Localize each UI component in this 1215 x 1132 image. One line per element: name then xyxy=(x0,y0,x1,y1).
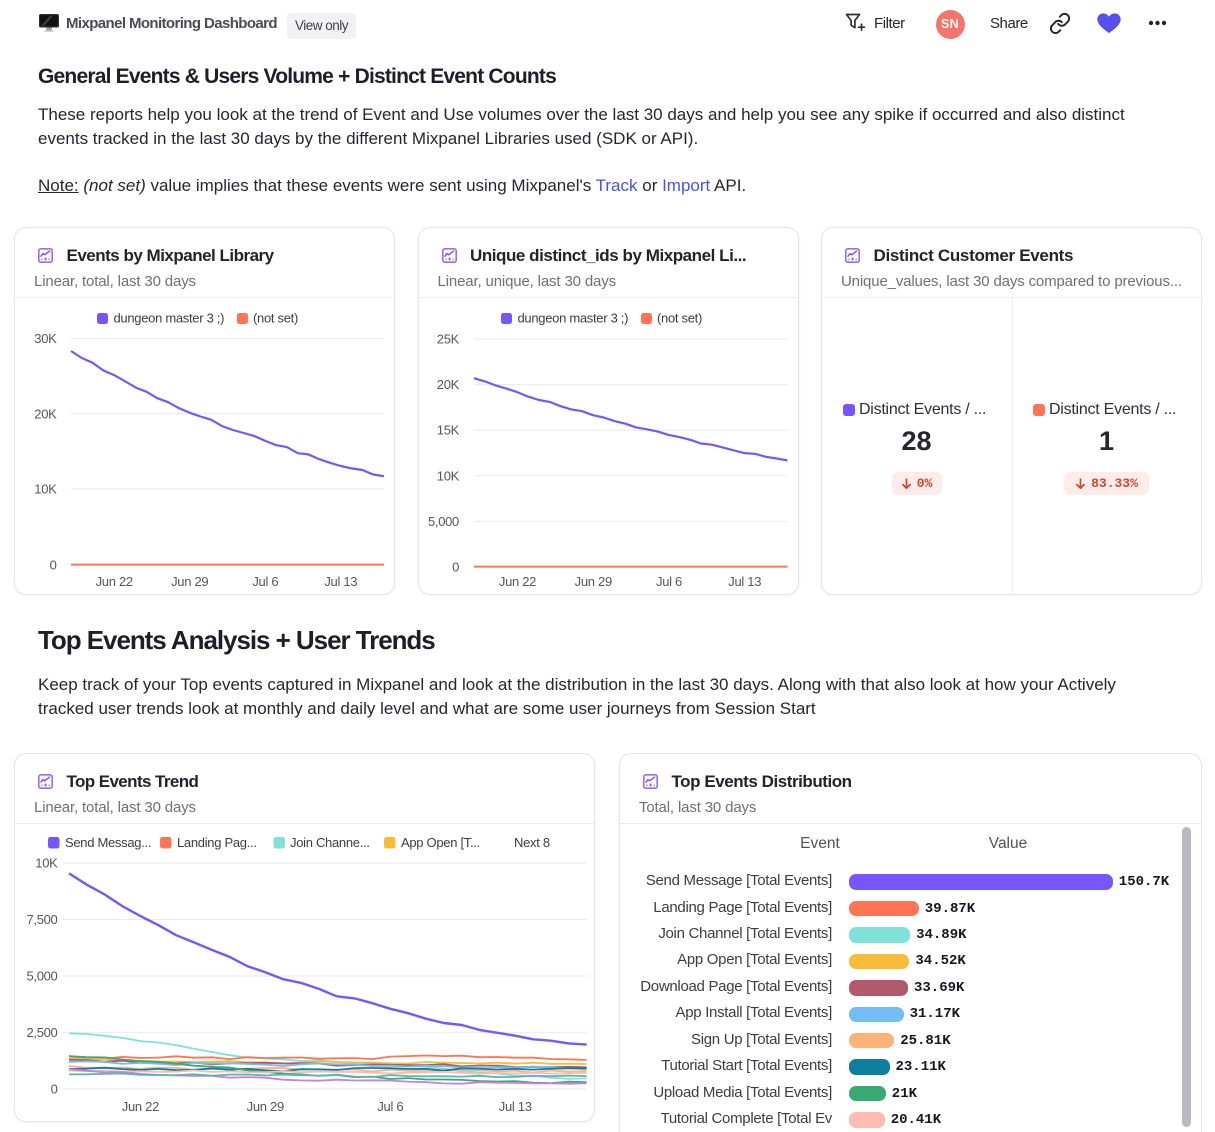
svg-text:Jun 29: Jun 29 xyxy=(574,574,611,589)
svg-text:10K: 10K xyxy=(436,468,459,483)
svg-text:Landing Pag...: Landing Pag... xyxy=(177,835,257,850)
svg-text:Jul 13: Jul 13 xyxy=(499,1099,532,1114)
svg-text:30K: 30K xyxy=(34,331,57,346)
svg-text:25K: 25K xyxy=(436,332,459,347)
svg-text:5,000: 5,000 xyxy=(427,514,458,529)
svg-text:Jun 22: Jun 22 xyxy=(96,574,133,589)
svg-text:2,500: 2,500 xyxy=(26,1025,57,1040)
svg-text:0: 0 xyxy=(51,1082,58,1097)
svg-text:5,000: 5,000 xyxy=(26,969,57,984)
svg-text:(not set): (not set) xyxy=(253,311,298,326)
svg-text:Jun 29: Jun 29 xyxy=(171,574,208,589)
svg-text:15K: 15K xyxy=(436,423,459,438)
svg-text:dungeon master 3 ;): dungeon master 3 ;) xyxy=(517,311,628,326)
svg-text:Send Messag...: Send Messag... xyxy=(65,835,151,850)
svg-text:10K: 10K xyxy=(35,856,58,871)
svg-text:Jul 6: Jul 6 xyxy=(377,1099,403,1114)
svg-text:(not set): (not set) xyxy=(657,311,702,326)
svg-text:Jun 22: Jun 22 xyxy=(122,1099,159,1114)
svg-text:7,500: 7,500 xyxy=(26,912,57,927)
svg-text:0: 0 xyxy=(50,557,57,572)
svg-text:10K: 10K xyxy=(34,481,57,496)
svg-text:20K: 20K xyxy=(34,406,57,421)
svg-text:Join Channe...: Join Channe... xyxy=(290,835,370,850)
svg-text:Jul 6: Jul 6 xyxy=(656,574,682,589)
svg-text:Jun 29: Jun 29 xyxy=(247,1099,284,1114)
svg-text:Jul 13: Jul 13 xyxy=(324,574,357,589)
svg-text:Jul 6: Jul 6 xyxy=(252,574,278,589)
svg-text:Next 8: Next 8 xyxy=(514,835,550,850)
svg-text:App Open [T...: App Open [T... xyxy=(401,835,480,850)
svg-text:dungeon master 3 ;): dungeon master 3 ;) xyxy=(114,311,225,326)
svg-text:Jul 13: Jul 13 xyxy=(728,574,761,589)
svg-text:0: 0 xyxy=(452,560,459,575)
svg-text:20K: 20K xyxy=(436,377,459,392)
svg-text:Jun 22: Jun 22 xyxy=(498,574,535,589)
